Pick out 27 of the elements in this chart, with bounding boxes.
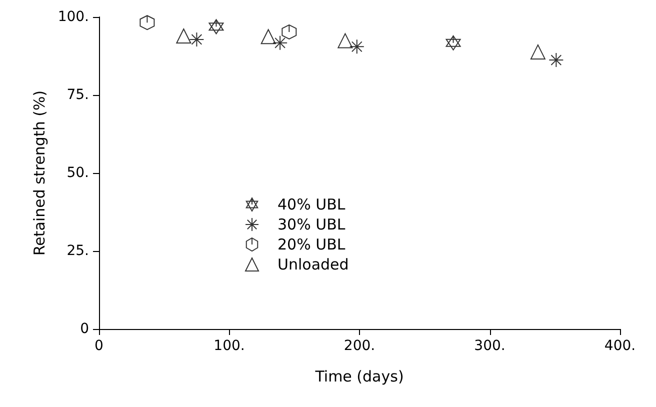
x-tick-label: 200. bbox=[344, 338, 376, 354]
x-axis-title: Time (days) bbox=[314, 368, 404, 386]
y-tick-label: 0 bbox=[80, 321, 89, 337]
x-tick-label: 100. bbox=[214, 338, 245, 354]
point bbox=[338, 33, 353, 48]
y-axis-title: Retained strength (%) bbox=[30, 90, 48, 256]
point bbox=[176, 28, 192, 44]
point bbox=[349, 39, 364, 54]
point bbox=[260, 29, 276, 44]
point bbox=[140, 15, 155, 30]
point bbox=[548, 52, 564, 68]
x-tick-label: 400. bbox=[604, 338, 636, 354]
point bbox=[272, 35, 288, 50]
x-tick-label: 300. bbox=[474, 338, 506, 354]
legend-label: Unloaded bbox=[278, 256, 349, 274]
point bbox=[208, 19, 224, 34]
y-tick-label: 75. bbox=[66, 87, 89, 103]
x-tick-label: 0 bbox=[94, 338, 104, 354]
y-tick-label: 25. bbox=[66, 243, 89, 259]
y-tick-label: 50. bbox=[66, 165, 89, 181]
y-tick-label: 100. bbox=[58, 9, 89, 25]
legend-label: 20% UBL bbox=[278, 236, 346, 254]
point bbox=[282, 24, 297, 40]
legend-label: 40% UBL bbox=[278, 196, 346, 214]
point bbox=[446, 35, 461, 50]
legend-label: 30% UBL bbox=[278, 216, 346, 234]
point bbox=[189, 32, 204, 47]
